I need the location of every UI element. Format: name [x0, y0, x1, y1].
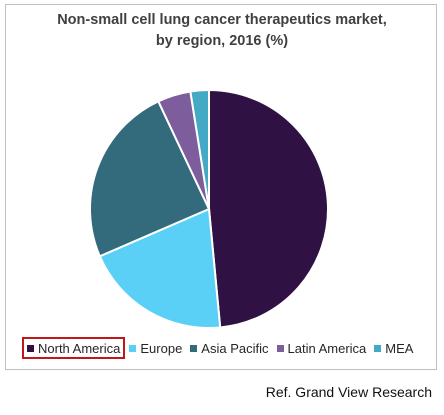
pie-slice-mea — [189, 88, 210, 210]
legend-label-europe: Europe — [140, 340, 183, 356]
legend-swatch-europe — [129, 344, 137, 352]
legend-swatch-asia-pacific — [190, 344, 198, 352]
legend-item-latin-america: Latin America — [273, 337, 371, 359]
legend-item-asia-pacific: Asia Pacific — [186, 337, 272, 359]
pie-slice-north-america — [208, 88, 329, 329]
legend-item-north-america: North America — [22, 337, 126, 359]
pie-slice-europe — [98, 207, 222, 329]
legend-item-europe: Europe — [125, 337, 186, 359]
pie-chart — [89, 88, 329, 329]
legend-swatch-north-america — [27, 344, 34, 352]
legend-swatch-mea — [374, 344, 382, 352]
legend-swatch-latin-america — [276, 344, 284, 352]
legend-label-asia-pacific: Asia Pacific — [201, 340, 269, 356]
chart-subtitle: by region, 2016 (%) — [155, 33, 289, 49]
legend-label-latin-america: Latin America — [287, 340, 367, 356]
legend-label-mea: MEA — [385, 340, 414, 356]
legend-item-mea: MEA — [370, 337, 417, 359]
legend-label-north-america: North America — [38, 340, 121, 356]
pie-slice-asia-pacific — [89, 99, 211, 258]
legend: North America Europe Asia Pacific Latin Ame… — [22, 337, 417, 359]
chart-title: Non-small cell lung cancer therapeutics … — [57, 12, 387, 28]
source-note: Ref. Grand View Research — [265, 384, 432, 400]
